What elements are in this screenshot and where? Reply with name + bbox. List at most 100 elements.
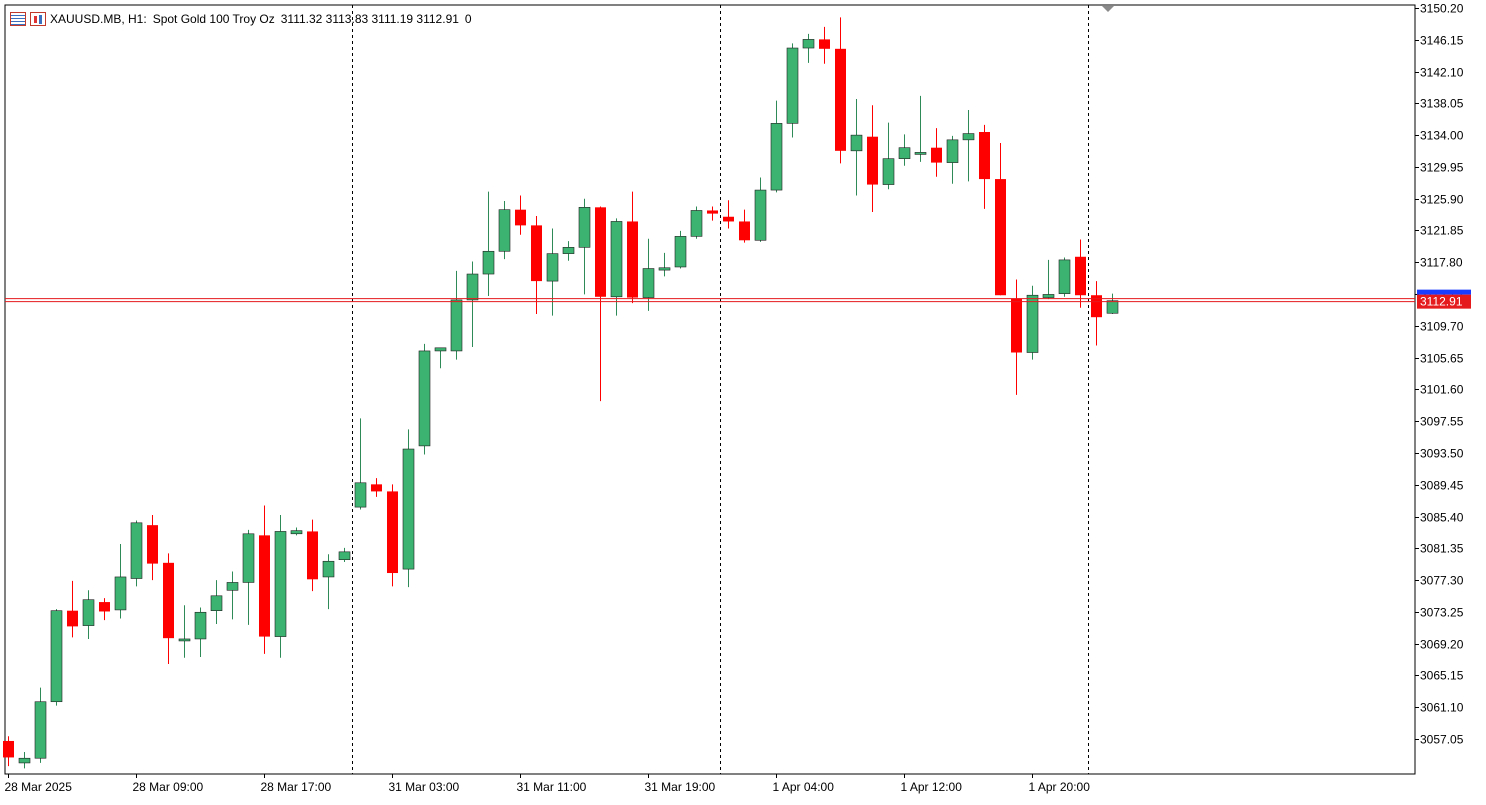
candle-body bbox=[835, 48, 846, 151]
candle bbox=[50, 609, 63, 706]
candle-body bbox=[130, 522, 143, 579]
time-tick-label: 28 Mar 2025 bbox=[5, 780, 73, 794]
candle bbox=[979, 124, 990, 209]
candle-body bbox=[946, 139, 959, 163]
price-tick-label: 3101.60 bbox=[1420, 383, 1464, 397]
candle-body bbox=[338, 551, 351, 560]
candle bbox=[114, 543, 127, 619]
candle-body bbox=[786, 47, 799, 124]
candle bbox=[1026, 285, 1039, 360]
candle bbox=[3, 736, 14, 767]
day-separators bbox=[352, 5, 1089, 774]
candle-body bbox=[434, 347, 447, 352]
candle-body bbox=[882, 158, 895, 185]
price-axis[interactable]: 3150.20 3146.15 3142.10 3138.05 3134.00 3129.… bbox=[1415, 2, 1464, 747]
candle bbox=[770, 100, 783, 193]
candle-body bbox=[1106, 300, 1119, 314]
candle bbox=[163, 553, 174, 665]
candlesticks bbox=[3, 17, 1119, 769]
price-tick-label: 3142.10 bbox=[1420, 66, 1464, 80]
candle bbox=[723, 200, 734, 229]
price-tick-label: 3117.80 bbox=[1420, 256, 1463, 270]
candle bbox=[466, 261, 479, 348]
time-tick-label: 31 Mar 11:00 bbox=[517, 780, 587, 794]
price-tick-label: 3097.55 bbox=[1420, 415, 1464, 429]
candle-body bbox=[995, 179, 1006, 296]
price-tick-label: 3129.95 bbox=[1420, 161, 1464, 175]
price-tick-label: 3150.20 bbox=[1420, 2, 1464, 16]
candle-body bbox=[819, 39, 830, 49]
candle bbox=[707, 206, 718, 221]
candle bbox=[674, 230, 687, 269]
candle-body bbox=[259, 535, 270, 637]
candle bbox=[371, 478, 382, 497]
candle bbox=[307, 519, 318, 592]
price-tick-label: 3081.35 bbox=[1420, 542, 1464, 556]
candle bbox=[515, 195, 526, 235]
candle-body bbox=[674, 236, 687, 268]
candle-body bbox=[979, 131, 990, 180]
candle bbox=[99, 598, 110, 621]
chart-frame bbox=[4, 4, 1416, 775]
chart-window-icon[interactable] bbox=[30, 12, 46, 26]
time-tick-label: 31 Mar 19:00 bbox=[645, 780, 716, 794]
candle-body bbox=[739, 221, 750, 241]
depth-of-market-icon[interactable] bbox=[10, 12, 26, 26]
candle bbox=[178, 605, 191, 658]
candle-body bbox=[163, 562, 174, 639]
candle-body bbox=[482, 250, 495, 275]
candle bbox=[354, 418, 367, 510]
candle-body bbox=[595, 207, 606, 297]
bid-price-box bbox=[1417, 294, 1471, 309]
ohlc-values: 3111.32 3113.83 3111.19 3112.91 bbox=[280, 12, 459, 26]
candle-body bbox=[515, 209, 526, 226]
candle bbox=[739, 209, 750, 243]
price-tick-label: 3146.15 bbox=[1420, 34, 1464, 48]
price-tick-label: 3065.15 bbox=[1420, 669, 1464, 683]
candle bbox=[450, 270, 463, 360]
candle-body bbox=[1026, 294, 1039, 353]
candle bbox=[338, 547, 351, 563]
candle bbox=[931, 128, 942, 177]
candle bbox=[546, 228, 559, 316]
price-tick-label: 3069.20 bbox=[1420, 638, 1464, 652]
candle bbox=[402, 429, 415, 588]
time-tick-label: 31 Mar 03:00 bbox=[389, 780, 460, 794]
candle bbox=[322, 554, 335, 610]
candle-body bbox=[34, 701, 47, 759]
candle-body bbox=[1058, 259, 1071, 294]
candle bbox=[1091, 281, 1102, 346]
candle-body bbox=[322, 560, 335, 578]
chart-shift-triangle bbox=[1102, 6, 1114, 12]
candle-body bbox=[307, 531, 318, 580]
candle-body bbox=[754, 189, 767, 241]
candle bbox=[259, 505, 270, 654]
time-tick-label: 1 Apr 20:00 bbox=[1029, 780, 1091, 794]
price-tick-label: 3093.50 bbox=[1420, 447, 1464, 461]
time-tick-label: 28 Mar 09:00 bbox=[133, 780, 204, 794]
candle-body bbox=[387, 491, 398, 574]
candle-body bbox=[466, 273, 479, 301]
chart-shift-marker[interactable] bbox=[1102, 6, 1114, 12]
candle-body bbox=[962, 133, 975, 141]
time-axis[interactable]: 28 Mar 2025 28 Mar 09:00 28 Mar 17:00 31 Ma… bbox=[5, 774, 1091, 794]
candle-body bbox=[50, 610, 63, 703]
candle-body bbox=[867, 136, 878, 185]
price-tick-label: 3138.05 bbox=[1420, 97, 1464, 111]
candle bbox=[1058, 257, 1071, 297]
ask-marker bbox=[1417, 289, 1471, 295]
candle bbox=[1075, 239, 1086, 308]
candle bbox=[531, 215, 542, 315]
candle-body bbox=[498, 209, 511, 252]
candle bbox=[67, 580, 78, 638]
candle bbox=[242, 529, 255, 625]
candle bbox=[34, 687, 47, 763]
candle bbox=[18, 751, 31, 769]
candle-body bbox=[1091, 295, 1102, 318]
candle-body bbox=[707, 210, 718, 214]
candle-body bbox=[578, 207, 591, 248]
plot-border bbox=[4, 4, 1416, 775]
candle-body bbox=[3, 740, 14, 758]
